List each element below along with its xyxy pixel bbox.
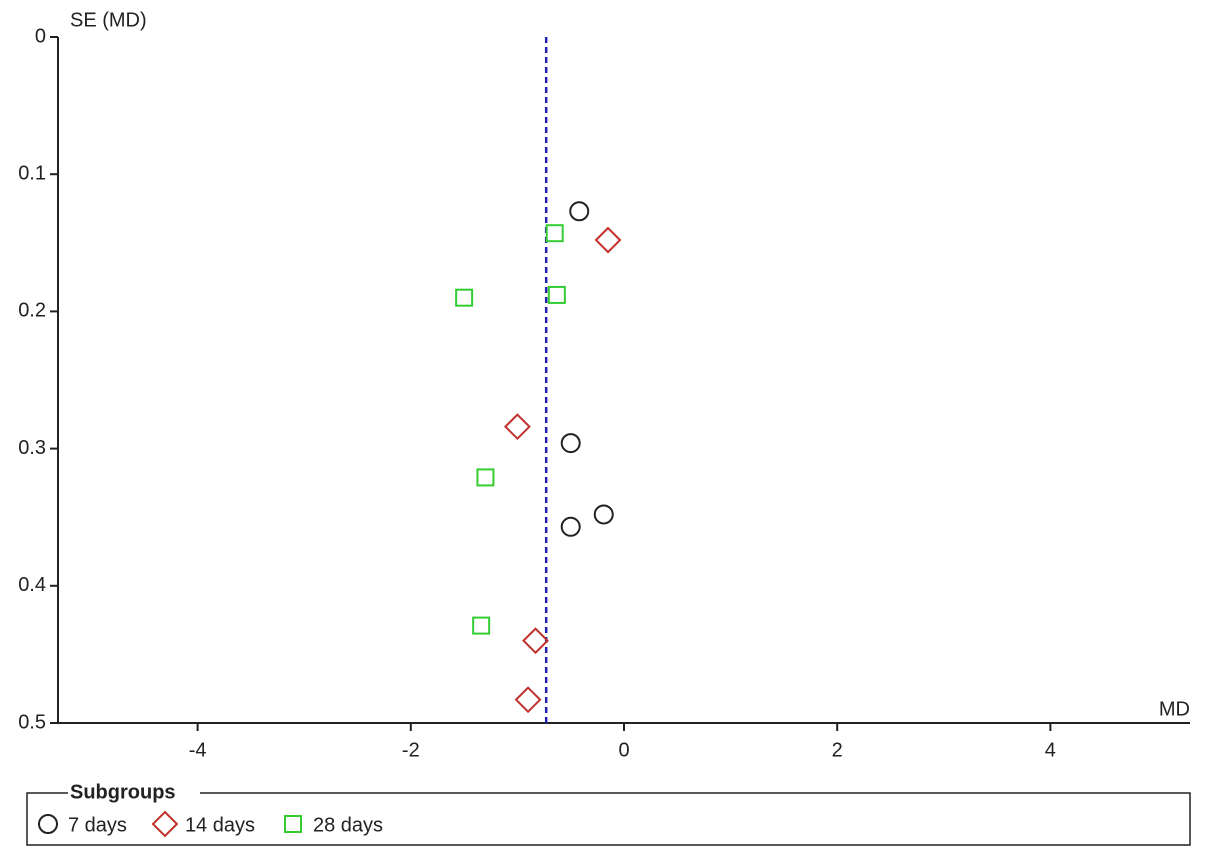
x-tick-label: 0 bbox=[618, 739, 629, 761]
y-tick-label: 0.3 bbox=[18, 437, 46, 459]
point bbox=[514, 686, 542, 714]
legend-marker bbox=[284, 815, 302, 833]
point bbox=[522, 627, 549, 655]
legend-marker bbox=[151, 810, 179, 838]
y-tick-label: 0.1 bbox=[18, 162, 46, 184]
y-tick-label: 0.2 bbox=[18, 300, 46, 322]
y-tick-label: 0.4 bbox=[18, 574, 46, 596]
point bbox=[560, 433, 581, 454]
point bbox=[560, 516, 581, 537]
point bbox=[547, 285, 566, 304]
y-tick-label: 0.5 bbox=[18, 711, 46, 733]
y-axis-label: SE (MD) bbox=[70, 9, 147, 31]
legend: Subgroups 7 days 14 days 28 days bbox=[26, 781, 1191, 846]
legend-title: Subgroups bbox=[70, 781, 176, 803]
point bbox=[594, 226, 622, 254]
x-tick-label: 2 bbox=[832, 739, 843, 761]
point bbox=[593, 504, 614, 525]
point bbox=[476, 468, 495, 487]
x-tick-label: 4 bbox=[1045, 739, 1056, 761]
point bbox=[503, 413, 531, 441]
point bbox=[455, 288, 474, 307]
x-tick-label: -4 bbox=[189, 739, 207, 761]
legend-label: 14 days bbox=[185, 814, 255, 836]
legend-label: 7 days bbox=[68, 814, 127, 836]
legend-marker bbox=[38, 814, 58, 834]
x-tick-label: -2 bbox=[402, 739, 420, 761]
point bbox=[545, 224, 564, 243]
legend-box bbox=[26, 792, 1191, 846]
legend-label: 28 days bbox=[313, 814, 383, 836]
y-tick-label: 0 bbox=[35, 25, 46, 47]
point bbox=[472, 616, 491, 635]
x-axis-label: MD bbox=[1159, 698, 1190, 720]
point bbox=[569, 201, 590, 222]
